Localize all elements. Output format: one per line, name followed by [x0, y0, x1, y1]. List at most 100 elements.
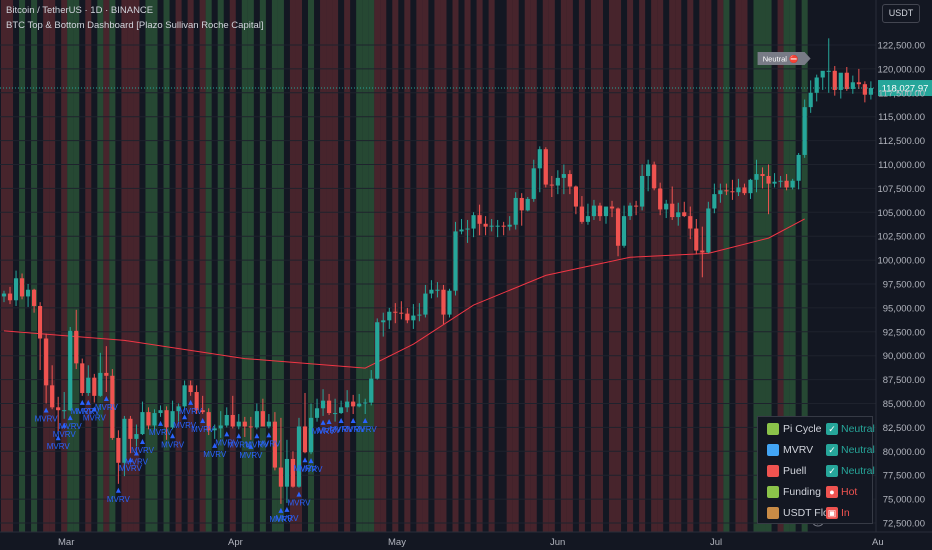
candle	[25, 284, 31, 307]
candle-body	[790, 180, 795, 188]
x-tick-label: Jun	[550, 537, 565, 548]
dashboard-row-status: In	[841, 507, 850, 519]
signal-label: MVRV	[191, 425, 215, 434]
signal-arrow-icon	[55, 435, 61, 441]
band-green	[259, 0, 266, 532]
candle-body	[429, 289, 434, 294]
ma-path	[3, 218, 805, 369]
candle-body	[200, 410, 205, 413]
candle-body	[634, 205, 639, 207]
candle	[591, 199, 597, 220]
y-tick-label: 105,000.00	[877, 208, 925, 219]
candle-body	[447, 290, 452, 315]
signal-arrow-icon	[266, 432, 272, 438]
candle-body	[19, 278, 25, 297]
signal-arrow-icon	[248, 443, 254, 449]
inbox-icon: ▣	[826, 507, 838, 519]
candle	[38, 302, 43, 371]
candle-body	[664, 203, 669, 210]
candle	[206, 408, 211, 436]
last-price-label: 118,027.97	[882, 84, 929, 95]
candle	[152, 409, 157, 430]
currency-button[interactable]: USDT	[882, 4, 920, 23]
candle	[579, 196, 585, 224]
candle	[549, 175, 554, 198]
candle-body	[802, 107, 807, 155]
candle-body	[399, 312, 404, 314]
candle-body	[742, 187, 747, 194]
band-red	[548, 0, 555, 532]
candle-body	[369, 378, 374, 403]
candle-body	[104, 372, 109, 376]
candle	[176, 403, 181, 422]
price-axis[interactable]: 72,500.00 75,000.00 77,500.00 80,000.00 82,5…	[877, 41, 925, 530]
candle-body	[808, 92, 813, 108]
candle	[164, 406, 169, 440]
candle-body	[477, 215, 482, 224]
candle-body	[68, 330, 73, 411]
neutral-marker-badge	[757, 52, 811, 65]
band-green	[271, 0, 278, 532]
candle-body	[345, 401, 350, 408]
signal-arrow-icon	[338, 418, 344, 424]
band-green	[277, 0, 284, 532]
candle	[435, 282, 440, 298]
candle-body	[688, 216, 693, 229]
band-red	[590, 0, 597, 532]
signal-label: MVRV	[245, 440, 269, 449]
candle	[706, 201, 711, 254]
candle	[236, 414, 241, 430]
candle	[68, 327, 73, 412]
candle-body	[561, 174, 566, 178]
signal-label: MVRV	[119, 464, 143, 473]
y-tick-label: 102,500.00	[877, 232, 925, 243]
candle-body	[537, 149, 542, 169]
signal-label: MVRV	[312, 427, 336, 436]
y-tick-label: 112,500.00	[878, 136, 925, 147]
candle-body	[152, 413, 157, 426]
candle	[495, 219, 500, 238]
candle-body	[188, 385, 193, 393]
candle-body	[194, 392, 199, 411]
candle	[736, 178, 741, 197]
candle	[86, 365, 91, 396]
band-red	[295, 0, 302, 532]
candle	[218, 411, 223, 438]
candle-body	[567, 174, 572, 187]
candle-body	[56, 407, 61, 411]
candle	[441, 284, 446, 325]
dashboard-row-status: Neutral	[841, 423, 875, 435]
candle-body	[621, 216, 627, 246]
x-tick-label: Jul	[710, 537, 722, 548]
candle-body	[748, 179, 753, 194]
signal-arrow-icon	[302, 457, 308, 463]
candle	[838, 72, 843, 99]
candle	[724, 183, 729, 196]
band-red	[392, 0, 399, 532]
signal-arrow-icon	[170, 433, 176, 439]
candle-body	[25, 289, 31, 297]
candle-body	[375, 322, 380, 379]
signal-arrow-icon	[85, 399, 91, 405]
indicator-title: BTC Top & Bottom Dashboard [Plazo Sulliv…	[6, 20, 264, 31]
candle-body	[736, 187, 741, 193]
candle	[411, 304, 416, 329]
candle	[290, 451, 296, 488]
candle-body	[116, 437, 121, 463]
candle	[609, 200, 615, 218]
signal-label: MVRV	[149, 428, 173, 437]
y-tick-label: 100,000.00	[877, 256, 925, 267]
symbol-title: Bitcoin / TetherUS · 1D · BINANCE	[6, 5, 154, 16]
band-red	[657, 0, 664, 532]
band-red	[85, 0, 92, 532]
candle-body	[333, 413, 338, 415]
dashboard-row-status: Neutral	[841, 444, 875, 456]
candle	[784, 174, 789, 191]
candle-body	[495, 225, 500, 227]
candle-body	[308, 417, 314, 453]
candle	[603, 206, 609, 224]
candle	[513, 192, 518, 230]
y-tick-label: 120,000.00	[877, 64, 925, 75]
